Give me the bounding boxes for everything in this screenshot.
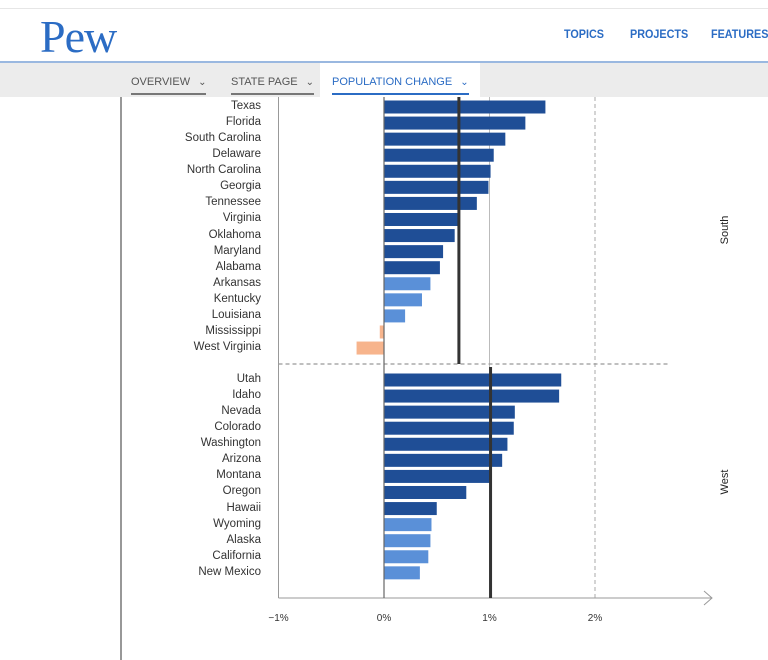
bar-oklahoma[interactable] bbox=[384, 229, 455, 243]
bar-maryland[interactable] bbox=[384, 245, 444, 259]
tab-state-page[interactable]: STATE PAGE ⌄ bbox=[231, 63, 315, 97]
bar-west-virginia[interactable] bbox=[356, 341, 384, 355]
state-label: Mississippi bbox=[205, 324, 261, 337]
header-divider bbox=[0, 61, 768, 63]
chevron-down-icon: ⌄ bbox=[305, 77, 315, 88]
pew-logo[interactable]: Pew bbox=[40, 11, 117, 62]
bar-tennessee[interactable] bbox=[384, 196, 477, 210]
axis-arrow-icon bbox=[703, 590, 713, 606]
tab-label: STATE PAGE bbox=[231, 76, 298, 88]
bar-colorado[interactable] bbox=[384, 421, 514, 435]
state-label: South Carolina bbox=[184, 132, 261, 145]
state-label: Oregon bbox=[222, 485, 261, 498]
sub-navigation: OVERVIEW ⌄ STATE PAGE ⌄ POPULATION CHANGE ⌄ bbox=[0, 63, 768, 97]
bar-south-carolina[interactable] bbox=[384, 132, 506, 146]
state-label: Texas bbox=[230, 100, 261, 112]
bar-hawaii[interactable] bbox=[384, 502, 437, 516]
state-label: Hawaii bbox=[226, 501, 261, 514]
state-label: Oklahoma bbox=[208, 228, 261, 241]
nav-projects[interactable]: PROJECTS bbox=[630, 27, 689, 41]
state-label: Arkansas bbox=[213, 276, 261, 289]
x-tick-label: −1% bbox=[268, 613, 289, 624]
state-label: North Carolina bbox=[186, 164, 261, 177]
bar-nevada[interactable] bbox=[384, 405, 515, 419]
state-label: Virginia bbox=[222, 212, 261, 225]
bar-alabama[interactable] bbox=[384, 261, 440, 275]
bar-washington[interactable] bbox=[384, 437, 508, 451]
bar-wyoming[interactable] bbox=[384, 518, 432, 532]
region-label: South bbox=[719, 215, 731, 244]
bar-mississippi[interactable] bbox=[379, 325, 384, 339]
state-label: West Virginia bbox=[193, 341, 261, 354]
bar-louisiana[interactable] bbox=[384, 309, 406, 323]
state-label: Arizona bbox=[222, 453, 261, 466]
chevron-down-icon: ⌄ bbox=[460, 77, 469, 88]
top-border bbox=[0, 8, 768, 9]
bar-montana[interactable] bbox=[384, 469, 491, 483]
bar-texas[interactable] bbox=[384, 100, 546, 114]
bar-virginia[interactable] bbox=[384, 212, 459, 226]
state-label: Tennessee bbox=[205, 196, 261, 209]
state-label: Louisiana bbox=[211, 308, 261, 321]
state-label: Montana bbox=[216, 469, 261, 482]
bar-alaska[interactable] bbox=[384, 534, 431, 548]
bar-idaho[interactable] bbox=[384, 389, 560, 403]
bar-arizona[interactable] bbox=[384, 453, 503, 467]
state-label: Delaware bbox=[212, 148, 261, 161]
state-label: Washington bbox=[200, 437, 261, 450]
chart-canvas bbox=[120, 97, 713, 660]
bar-north-carolina[interactable] bbox=[384, 164, 491, 178]
state-label: Nevada bbox=[221, 405, 261, 418]
bar-oregon[interactable] bbox=[384, 485, 467, 499]
tab-label: OVERVIEW bbox=[131, 76, 191, 88]
x-tick-label: 2% bbox=[587, 613, 603, 624]
region-label: West bbox=[719, 469, 731, 494]
state-label: California bbox=[212, 549, 261, 562]
tab-population-change[interactable]: POPULATION CHANGE ⌄ bbox=[320, 63, 480, 97]
state-label: Maryland bbox=[213, 244, 261, 257]
x-tick-label: 0% bbox=[376, 613, 392, 624]
bar-florida[interactable] bbox=[384, 116, 526, 130]
state-label: Georgia bbox=[220, 180, 261, 193]
state-label: Kentucky bbox=[213, 292, 261, 305]
bar-georgia[interactable] bbox=[384, 180, 489, 194]
chevron-down-icon: ⌄ bbox=[198, 77, 207, 88]
bar-kentucky[interactable] bbox=[384, 293, 422, 307]
nav-topics[interactable]: TOPICS bbox=[564, 27, 605, 41]
state-label: New Mexico bbox=[198, 565, 261, 578]
x-tick-label: 1% bbox=[482, 613, 497, 624]
state-label: Alabama bbox=[215, 260, 261, 273]
state-label: Utah bbox=[236, 373, 261, 385]
state-label: Colorado bbox=[214, 421, 261, 434]
state-label: Florida bbox=[225, 116, 261, 129]
tab-overview[interactable]: OVERVIEW ⌄ bbox=[131, 63, 207, 97]
nav-features[interactable]: FEATURES bbox=[711, 27, 768, 41]
state-label: Alaska bbox=[226, 533, 261, 546]
bar-arkansas[interactable] bbox=[384, 277, 431, 291]
bar-new-mexico[interactable] bbox=[384, 566, 420, 580]
bar-delaware[interactable] bbox=[384, 148, 494, 162]
state-label: Idaho bbox=[232, 389, 261, 402]
tab-label: POPULATION CHANGE bbox=[332, 76, 453, 88]
bar-california[interactable] bbox=[384, 550, 429, 564]
population-change-chart: −1% 0% 1% 2% Texas Florida South Carolina Delaw… bbox=[0, 97, 768, 660]
state-label: Wyoming bbox=[213, 517, 261, 530]
bar-utah[interactable] bbox=[384, 373, 562, 387]
